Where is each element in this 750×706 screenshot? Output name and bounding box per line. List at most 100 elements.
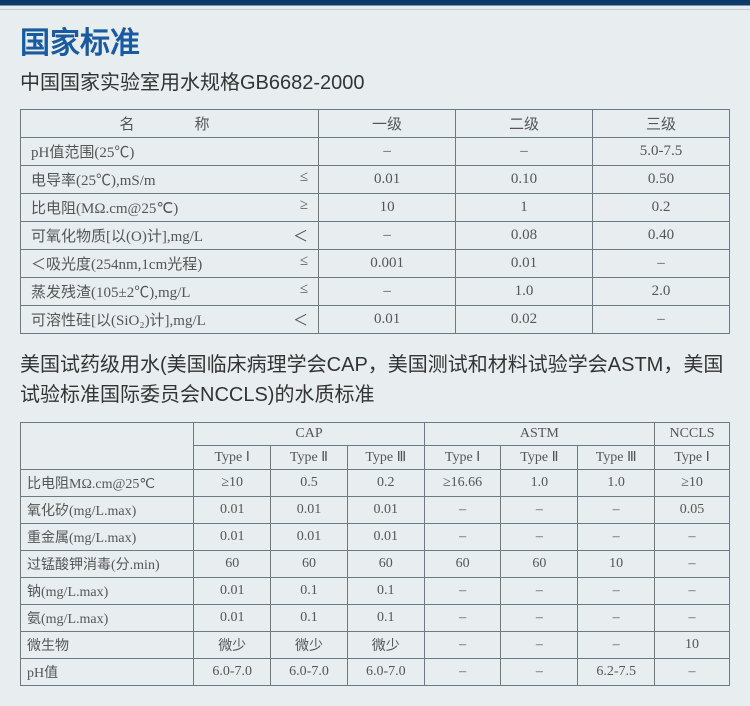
cell: ≥10 bbox=[194, 470, 271, 497]
cell-g3: 2.0 bbox=[593, 278, 730, 306]
cell: – bbox=[655, 605, 730, 632]
cell: 0.05 bbox=[655, 497, 730, 524]
cell-g1: 0.01 bbox=[319, 306, 456, 334]
cell-g3: 0.2 bbox=[593, 194, 730, 222]
page-subtitle: 中国国家实验室用水规格GB6682-2000 bbox=[20, 66, 730, 95]
cell: 0.01 bbox=[194, 497, 271, 524]
table-row: pH值范围(25℃)––5.0-7.5 bbox=[21, 138, 730, 166]
row-name: pH值范围(25℃) bbox=[21, 138, 319, 166]
cell: 6.0-7.0 bbox=[271, 659, 348, 686]
row-operator: ≤ bbox=[300, 281, 308, 298]
cell: ≥16.66 bbox=[424, 470, 501, 497]
cell: 微少 bbox=[347, 632, 424, 659]
row-name: 蒸发残渣(105±2℃),mg/L ≤ bbox=[21, 278, 319, 306]
table-row: 可氧化物质[以(O)计],mg/L＜–0.080.40 bbox=[21, 222, 730, 250]
cell: – bbox=[424, 578, 501, 605]
group-cap: CAP bbox=[194, 423, 424, 446]
row-name: ＜吸光度(254nm,1cm光程) ≤ bbox=[21, 250, 319, 278]
row-name: 可溶性硅[以(SiO₂)计],mg/L ＜ bbox=[21, 306, 319, 334]
cell: – bbox=[424, 632, 501, 659]
sub-astm3: Type Ⅲ bbox=[578, 446, 655, 470]
cell: 0.01 bbox=[194, 578, 271, 605]
sub-cap2: Type Ⅱ bbox=[271, 446, 348, 470]
row-operator: ≤ bbox=[300, 253, 308, 270]
cell: 0.1 bbox=[347, 578, 424, 605]
row-name: 过锰酸钾消毒(分.min) bbox=[21, 551, 194, 578]
row-name: 比电阻(MΩ.cm@25℃)≥ bbox=[21, 194, 319, 222]
row-name: 重金属(mg/L.max) bbox=[21, 524, 194, 551]
table-row: 重金属(mg/L.max)0.010.010.01–––– bbox=[21, 524, 730, 551]
gb-standard-table: 名 称 一级 二级 三级 pH值范围(25℃)––5.0-7.5电导率(25℃)… bbox=[20, 109, 730, 334]
row-name-text: ＜吸光度(254nm,1cm光程) bbox=[31, 257, 202, 273]
col-name: 名 称 bbox=[21, 110, 319, 138]
row-operator: ＜ bbox=[293, 309, 308, 330]
cell-g2: 0.08 bbox=[456, 222, 593, 250]
cell: 0.5 bbox=[271, 470, 348, 497]
col-grade3: 三级 bbox=[593, 110, 730, 138]
row-name-text: 蒸发残渣(105±2℃),mg/L bbox=[31, 285, 190, 301]
cell: 6.2-7.5 bbox=[578, 659, 655, 686]
cell: – bbox=[655, 578, 730, 605]
cell-g3: – bbox=[593, 306, 730, 334]
row-operator: ≤ bbox=[300, 169, 308, 186]
page-content: 国家标准 中国国家实验室用水规格GB6682-2000 名 称 一级 二级 三级… bbox=[0, 10, 750, 706]
page-title: 国家标准 bbox=[20, 18, 730, 62]
cell: – bbox=[578, 497, 655, 524]
table-row: 过锰酸钾消毒(分.min)606060606010– bbox=[21, 551, 730, 578]
table-row: 比电阻(MΩ.cm@25℃)≥1010.2 bbox=[21, 194, 730, 222]
row-operator: ＜ bbox=[293, 225, 308, 246]
cell: – bbox=[501, 659, 578, 686]
cell-g2: 0.02 bbox=[456, 306, 593, 334]
group-header-row: CAP ASTM NCCLS bbox=[21, 423, 730, 446]
cell: 微少 bbox=[194, 632, 271, 659]
cell: 0.01 bbox=[194, 605, 271, 632]
row-name-text: 可氧化物质[以(O)计],mg/L bbox=[31, 229, 203, 245]
cell: 1.0 bbox=[578, 470, 655, 497]
row-name: pH值 bbox=[21, 659, 194, 686]
table-row: 蒸发残渣(105±2℃),mg/L≤–1.02.0 bbox=[21, 278, 730, 306]
table-row: pH值6.0-7.06.0-7.06.0-7.0––6.2-7.5– bbox=[21, 659, 730, 686]
us-standard-table: CAP ASTM NCCLS Type Ⅰ Type Ⅱ Type Ⅲ Type… bbox=[20, 422, 730, 686]
col-grade1: 一级 bbox=[319, 110, 456, 138]
cell: – bbox=[578, 524, 655, 551]
cell-g1: – bbox=[319, 222, 456, 250]
table-row: 可溶性硅[以(SiO₂)计],mg/L ＜ 0.010.02– bbox=[21, 306, 730, 334]
cell: – bbox=[501, 497, 578, 524]
row-name-text: 可溶性硅[以(SiO₂)计],mg/L bbox=[31, 313, 206, 329]
table-row: ＜吸光度(254nm,1cm光程)≤0.0010.01– bbox=[21, 250, 730, 278]
sub-nccls1: Type Ⅰ bbox=[655, 446, 730, 470]
cell: 60 bbox=[194, 551, 271, 578]
cell: – bbox=[501, 578, 578, 605]
cell-g2: 0.01 bbox=[456, 250, 593, 278]
cell: 10 bbox=[655, 632, 730, 659]
table-row: 比电阻MΩ.cm@25℃≥100.50.2≥16.661.01.0≥10 bbox=[21, 470, 730, 497]
cell: 60 bbox=[271, 551, 348, 578]
cell-g2: 1 bbox=[456, 194, 593, 222]
row-name: 氨(mg/L.max) bbox=[21, 605, 194, 632]
cell: – bbox=[424, 605, 501, 632]
cell: – bbox=[501, 524, 578, 551]
cell: ≥10 bbox=[655, 470, 730, 497]
cell: 1.0 bbox=[501, 470, 578, 497]
cell: 0.01 bbox=[271, 497, 348, 524]
cell: – bbox=[424, 524, 501, 551]
cell-g1: 0.01 bbox=[319, 166, 456, 194]
cell: – bbox=[578, 632, 655, 659]
cell: – bbox=[655, 551, 730, 578]
row-name-text: pH值范围(25℃) bbox=[31, 145, 134, 161]
cell: 0.1 bbox=[271, 605, 348, 632]
cell-g2: – bbox=[456, 138, 593, 166]
sub-cap3: Type Ⅲ bbox=[347, 446, 424, 470]
table-row: 钠(mg/L.max)0.010.10.1–––– bbox=[21, 578, 730, 605]
cell: – bbox=[424, 497, 501, 524]
row-name: 比电阻MΩ.cm@25℃ bbox=[21, 470, 194, 497]
group-astm: ASTM bbox=[424, 423, 654, 446]
sub-astm1: Type Ⅰ bbox=[424, 446, 501, 470]
row-name: 可氧化物质[以(O)计],mg/L ＜ bbox=[21, 222, 319, 250]
row-name: 氧化矽(mg/L.max) bbox=[21, 497, 194, 524]
table-row: 微生物微少微少微少–––10 bbox=[21, 632, 730, 659]
cell: 10 bbox=[578, 551, 655, 578]
cell: 0.01 bbox=[347, 524, 424, 551]
cell: – bbox=[501, 632, 578, 659]
row-name: 微生物 bbox=[21, 632, 194, 659]
